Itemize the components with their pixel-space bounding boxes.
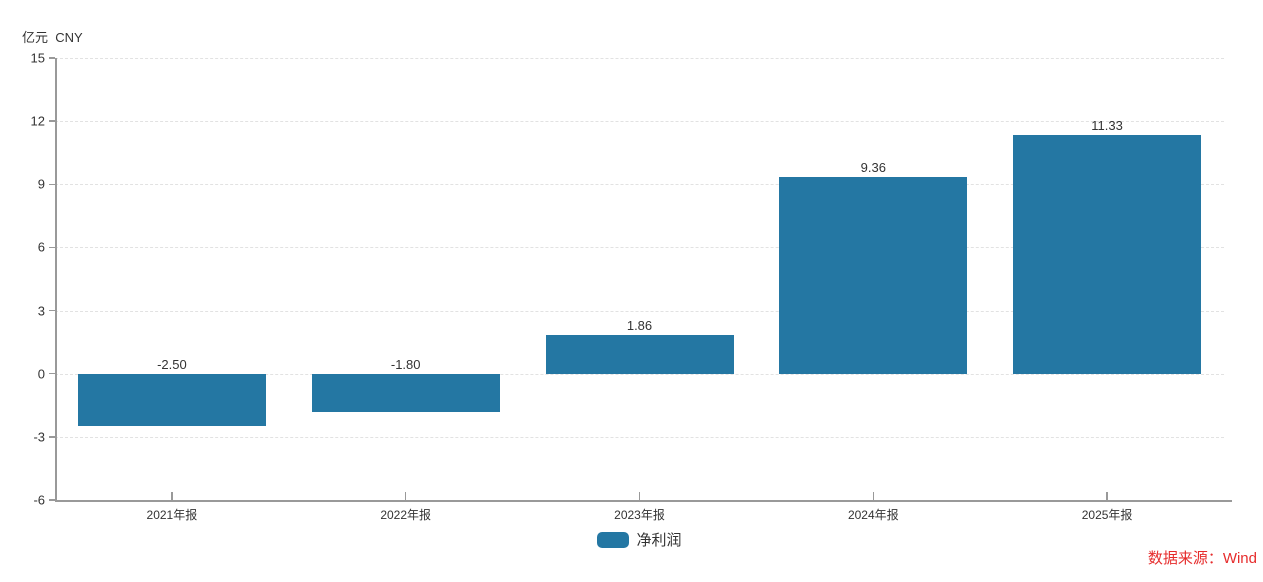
bar-value-label: 9.36 (860, 159, 886, 175)
y-axis-tick (49, 499, 55, 501)
y-axis-unit-label: 亿元 CNY (22, 30, 83, 45)
bar-2021年报[interactable] (77, 373, 266, 427)
x-axis-tick (638, 492, 641, 500)
x-axis-label: 2023年报 (614, 508, 665, 522)
y-axis-label: 6 (37, 239, 45, 255)
gridline (55, 247, 1224, 249)
bar-2022年报[interactable] (311, 373, 500, 412)
bar-2024年报[interactable] (779, 176, 968, 374)
x-axis-label: 2025年报 (1081, 508, 1133, 522)
bar-2025年报[interactable] (1013, 135, 1202, 374)
gridline (55, 121, 1224, 123)
legend-swatch-icon (597, 531, 630, 548)
bar-value-label: 11.33 (1091, 118, 1123, 134)
y-axis-tick (49, 309, 55, 312)
y-axis-tick (49, 57, 55, 59)
y-axis-label: 12 (30, 113, 45, 129)
y-axis-line (55, 58, 57, 501)
y-axis-label: 9 (37, 176, 45, 192)
bar-value-label: 1.86 (626, 317, 653, 333)
y-axis-tick (49, 372, 55, 375)
x-axis-label: 2024年报 (847, 508, 899, 522)
y-axis-tick (49, 246, 55, 249)
data-source-label: 数据来源：Wind (1147, 550, 1257, 567)
x-axis-line (55, 500, 1232, 502)
y-axis-label: -6 (33, 492, 45, 508)
gridline (55, 58, 1224, 59)
x-axis-tick (171, 492, 173, 500)
gridline (55, 184, 1224, 186)
x-axis-tick (1106, 492, 1108, 500)
legend-label: 净利润 (636, 532, 682, 549)
x-axis-tick (872, 492, 875, 500)
legend-item[interactable]: 净利润 (55, 529, 1224, 550)
x-axis-tick (404, 492, 407, 500)
gridline (55, 373, 1224, 375)
y-axis-label: 15 (30, 50, 45, 66)
y-axis-tick (49, 120, 55, 122)
y-axis-tick (49, 183, 55, 186)
x-axis-label: 2021年报 (146, 508, 198, 522)
y-axis-label: 3 (37, 303, 45, 319)
y-axis-tick (49, 436, 55, 438)
y-axis-label: 0 (37, 366, 45, 382)
gridline (55, 436, 1224, 438)
y-axis-label: -3 (33, 429, 45, 445)
bar-2023年报[interactable] (545, 334, 734, 374)
bar-value-label: -1.80 (390, 356, 421, 372)
gridline (55, 310, 1224, 312)
x-axis-label: 2022年报 (380, 508, 432, 522)
bar-value-label: -2.50 (157, 356, 187, 372)
